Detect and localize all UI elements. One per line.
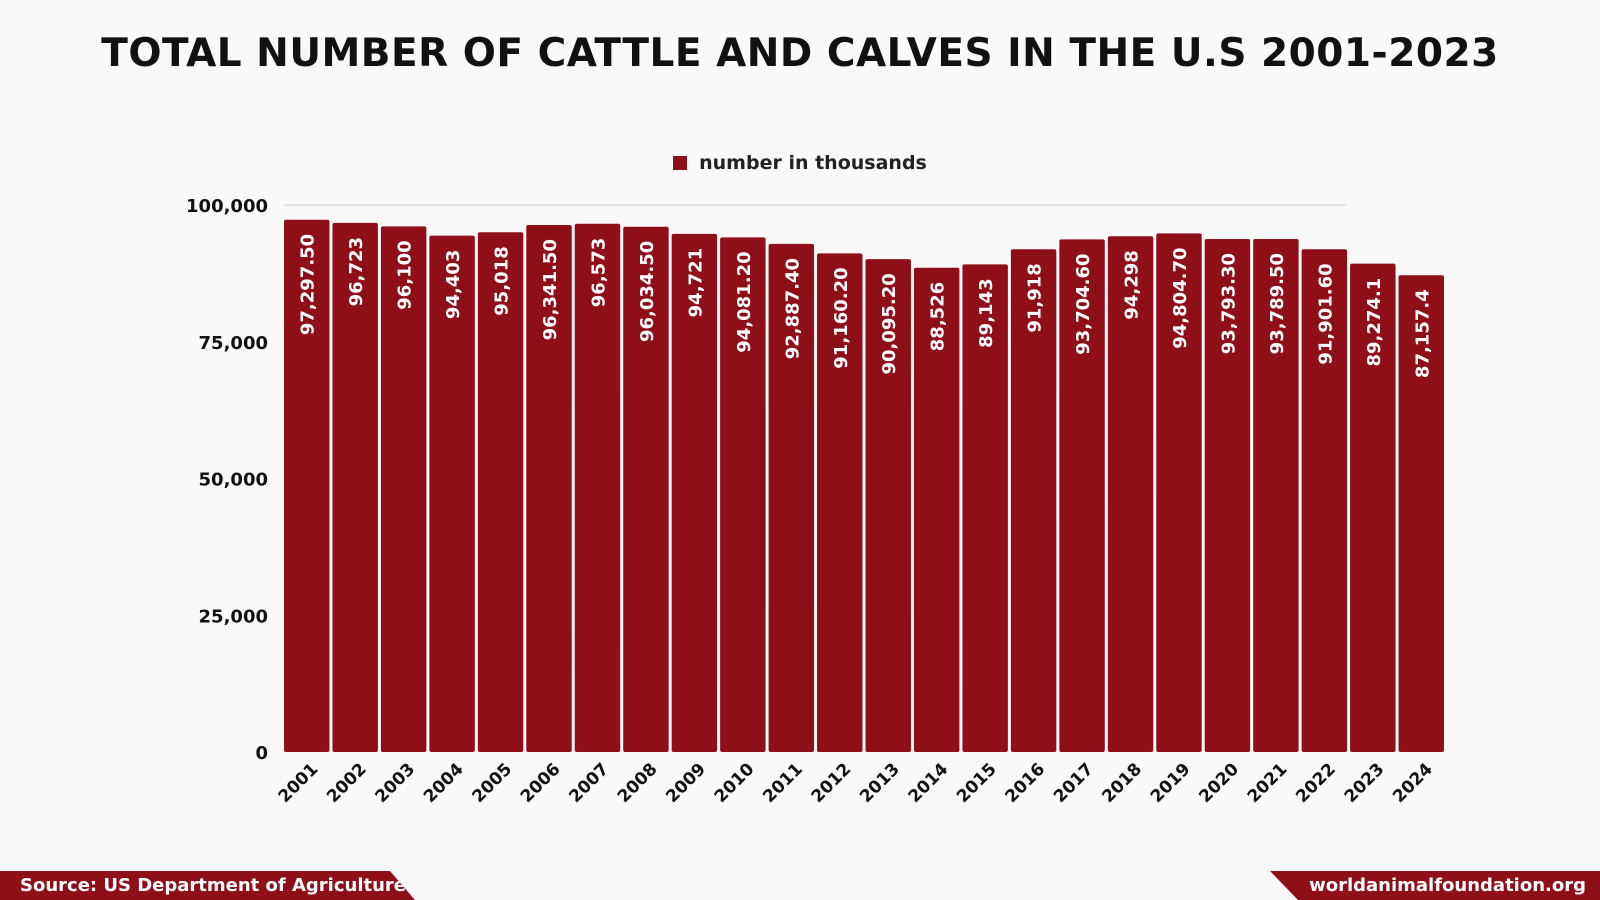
x-tick-label: 2010 <box>711 759 759 807</box>
bar <box>429 235 475 752</box>
x-tick-label: 2005 <box>468 759 516 807</box>
data-label: 91,160.20 <box>831 267 852 368</box>
x-tick-label: 2019 <box>1147 759 1195 807</box>
x-tick-label: 2016 <box>1002 759 1050 807</box>
x-tick-label: 2021 <box>1244 759 1292 807</box>
data-label: 94,081.20 <box>734 251 755 352</box>
y-tick-label: 50,000 <box>199 470 268 491</box>
bar <box>284 219 330 753</box>
x-tick-label: 2009 <box>662 759 710 807</box>
bar <box>1301 249 1348 752</box>
bar <box>865 259 911 752</box>
data-label: 97,297.50 <box>298 234 319 335</box>
data-label: 92,887.40 <box>782 258 803 359</box>
bar <box>1204 238 1251 752</box>
x-tick-label: 2022 <box>1292 759 1340 807</box>
chart-title: TOTAL NUMBER OF CATTLE AND CALVES IN THE… <box>101 31 1499 76</box>
data-label: 96,723 <box>346 237 367 306</box>
data-label: 89,143 <box>976 278 997 347</box>
data-label: 88,526 <box>928 282 949 351</box>
x-tick-label: 2013 <box>856 759 904 807</box>
x-tick-label: 2003 <box>372 759 420 807</box>
data-label: 89,274.1 <box>1364 278 1385 367</box>
x-tick-label: 2007 <box>565 759 613 807</box>
bar <box>526 225 572 753</box>
data-label: 96,100 <box>395 240 416 309</box>
bar <box>1156 233 1202 753</box>
data-label: 95,018 <box>492 246 513 315</box>
x-tick-label: 2015 <box>953 759 1001 807</box>
data-label: 93,789.50 <box>1267 253 1288 354</box>
data-label: 91,918 <box>1025 263 1046 332</box>
bar <box>768 243 815 752</box>
x-tick-label: 2024 <box>1389 759 1437 807</box>
x-tick-label: 2012 <box>808 759 856 807</box>
y-tick-label: 100,000 <box>186 196 268 217</box>
x-tick-label: 2011 <box>759 759 807 807</box>
y-tick-label: 75,000 <box>199 333 268 354</box>
website-footer[interactable]: worldanimalfoundation.org <box>1270 871 1600 900</box>
x-tick-label: 2004 <box>420 759 468 807</box>
bar <box>1350 263 1396 752</box>
legend-label: number in thousands <box>699 152 927 174</box>
x-tick-label: 2020 <box>1195 759 1243 807</box>
bar <box>913 267 960 752</box>
bar <box>1398 275 1444 752</box>
data-label: 94,403 <box>443 250 464 319</box>
legend-swatch <box>673 156 688 170</box>
bar <box>332 222 378 753</box>
x-tick-label: 2006 <box>517 759 565 807</box>
x-tick-label: 2017 <box>1050 759 1098 807</box>
legend: number in thousands <box>0 152 1600 174</box>
data-label: 94,804.70 <box>1170 247 1191 348</box>
bar <box>477 232 524 753</box>
bar <box>1010 249 1057 752</box>
x-tick-label: 2014 <box>905 759 953 807</box>
bar <box>1253 238 1299 752</box>
data-label: 93,704.60 <box>1073 253 1094 354</box>
data-label: 87,157.4 <box>1412 289 1433 378</box>
bar <box>962 264 1008 752</box>
data-label: 94,721 <box>685 248 706 317</box>
y-tick-label: 0 <box>255 743 268 764</box>
data-label: 91,901.60 <box>1315 263 1336 364</box>
data-label: 96,341.50 <box>540 239 561 340</box>
source-footer: Source: US Department of Agriculture <box>0 871 415 900</box>
bar <box>671 233 718 753</box>
data-label: 90,095.20 <box>879 273 900 374</box>
bar <box>623 226 669 752</box>
bar <box>380 226 427 752</box>
bar <box>720 237 766 752</box>
data-label: 96,573 <box>588 238 609 307</box>
x-tick-label: 2023 <box>1341 759 1389 807</box>
x-tick-label: 2002 <box>323 759 371 807</box>
bar <box>1059 239 1105 752</box>
bar <box>817 253 863 752</box>
bar <box>1107 236 1154 752</box>
data-label: 93,793.30 <box>1218 253 1239 354</box>
data-label: 94,298 <box>1122 250 1143 319</box>
bar <box>574 223 621 752</box>
x-tick-label: 2018 <box>1098 759 1146 807</box>
x-tick-label: 2001 <box>275 759 323 807</box>
data-label: 96,034.50 <box>637 241 658 342</box>
x-tick-label: 2008 <box>614 759 662 807</box>
y-tick-label: 25,000 <box>199 606 268 627</box>
